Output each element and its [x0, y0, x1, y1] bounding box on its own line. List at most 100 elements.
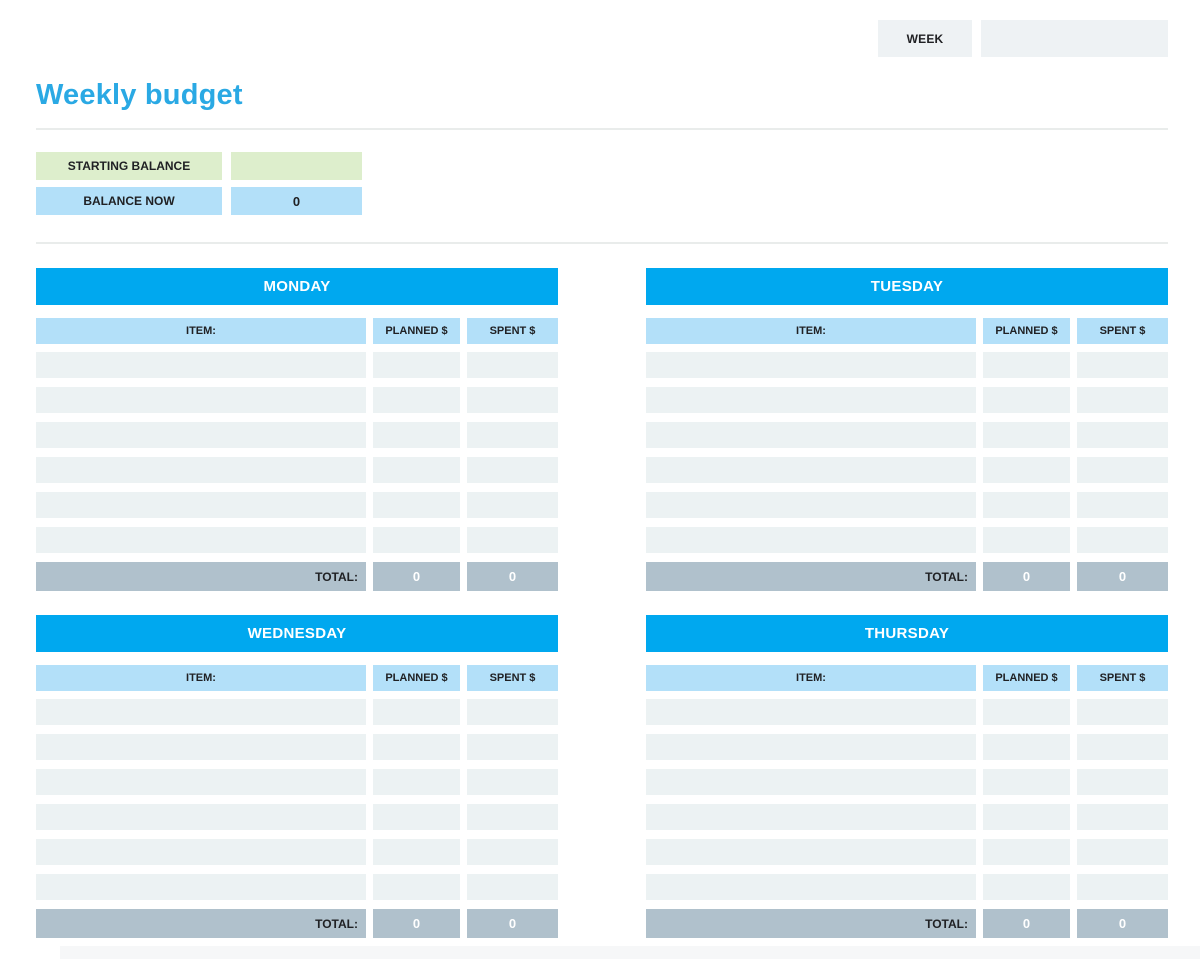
- planned-cell[interactable]: [983, 387, 1070, 413]
- planned-cell[interactable]: [373, 699, 460, 725]
- item-row: [36, 352, 558, 378]
- spent-cell[interactable]: [467, 457, 558, 483]
- item-cell[interactable]: [646, 457, 976, 483]
- item-cell[interactable]: [646, 874, 976, 900]
- planned-cell[interactable]: [373, 422, 460, 448]
- item-cell[interactable]: [36, 839, 366, 865]
- item-row: [36, 769, 558, 795]
- day-header: MONDAY: [36, 268, 558, 305]
- item-cell[interactable]: [646, 527, 976, 553]
- spent-cell[interactable]: [1077, 527, 1168, 553]
- planned-cell[interactable]: [983, 804, 1070, 830]
- item-cell[interactable]: [36, 387, 366, 413]
- item-row: [646, 457, 1168, 483]
- item-cell[interactable]: [646, 734, 976, 760]
- week-value-field[interactable]: [981, 20, 1168, 57]
- item-cell[interactable]: [646, 769, 976, 795]
- item-cell[interactable]: [646, 422, 976, 448]
- planned-cell[interactable]: [373, 387, 460, 413]
- item-rows: [36, 699, 558, 900]
- item-cell[interactable]: [36, 492, 366, 518]
- planned-total-value: 0: [373, 909, 460, 938]
- item-row: [36, 699, 558, 725]
- spent-cell[interactable]: [1077, 387, 1168, 413]
- item-cell[interactable]: [646, 387, 976, 413]
- item-cell[interactable]: [36, 422, 366, 448]
- planned-cell[interactable]: [373, 839, 460, 865]
- planned-cell[interactable]: [983, 839, 1070, 865]
- item-cell[interactable]: [646, 804, 976, 830]
- spent-cell[interactable]: [1077, 874, 1168, 900]
- spent-cell[interactable]: [1077, 769, 1168, 795]
- planned-column-header: PLANNED $: [373, 665, 460, 691]
- item-cell[interactable]: [646, 839, 976, 865]
- planned-cell[interactable]: [983, 769, 1070, 795]
- spent-cell[interactable]: [467, 874, 558, 900]
- planned-cell[interactable]: [373, 492, 460, 518]
- planned-cell[interactable]: [373, 734, 460, 760]
- item-row: [646, 804, 1168, 830]
- planned-cell[interactable]: [373, 804, 460, 830]
- spent-cell[interactable]: [467, 699, 558, 725]
- spent-cell[interactable]: [467, 734, 558, 760]
- item-row: [646, 352, 1168, 378]
- planned-column-header: PLANNED $: [983, 318, 1070, 344]
- spent-cell[interactable]: [467, 422, 558, 448]
- item-cell[interactable]: [36, 352, 366, 378]
- spent-cell[interactable]: [467, 769, 558, 795]
- planned-cell[interactable]: [373, 874, 460, 900]
- spent-cell[interactable]: [467, 387, 558, 413]
- item-column-header: ITEM:: [36, 318, 366, 344]
- spent-cell[interactable]: [1077, 699, 1168, 725]
- item-row: [36, 804, 558, 830]
- spent-total-value: 0: [1077, 909, 1168, 938]
- spent-column-header: SPENT $: [1077, 318, 1168, 344]
- item-cell[interactable]: [36, 769, 366, 795]
- spent-column-header: SPENT $: [467, 318, 558, 344]
- day-table-wednesday: WEDNESDAY ITEM: PLANNED $ SPENT $ TOTAL:…: [36, 615, 558, 938]
- spent-cell[interactable]: [467, 492, 558, 518]
- item-row: [36, 527, 558, 553]
- planned-cell[interactable]: [983, 874, 1070, 900]
- planned-cell[interactable]: [983, 527, 1070, 553]
- day-header: WEDNESDAY: [36, 615, 558, 652]
- day-table-thursday: THURSDAY ITEM: PLANNED $ SPENT $ TOTAL: …: [646, 615, 1168, 938]
- planned-cell[interactable]: [983, 492, 1070, 518]
- item-cell[interactable]: [646, 352, 976, 378]
- item-cell[interactable]: [36, 527, 366, 553]
- planned-cell[interactable]: [983, 422, 1070, 448]
- spent-cell[interactable]: [1077, 457, 1168, 483]
- item-cell[interactable]: [36, 804, 366, 830]
- spent-cell[interactable]: [1077, 352, 1168, 378]
- spent-column-header: SPENT $: [467, 665, 558, 691]
- spent-cell[interactable]: [467, 527, 558, 553]
- planned-cell[interactable]: [983, 734, 1070, 760]
- item-cell[interactable]: [36, 699, 366, 725]
- starting-balance-value-field[interactable]: [231, 152, 362, 180]
- spent-cell[interactable]: [467, 839, 558, 865]
- planned-cell[interactable]: [983, 457, 1070, 483]
- planned-cell[interactable]: [373, 457, 460, 483]
- planned-cell[interactable]: [373, 352, 460, 378]
- item-cell[interactable]: [36, 734, 366, 760]
- spent-cell[interactable]: [467, 804, 558, 830]
- spent-cell[interactable]: [1077, 422, 1168, 448]
- spent-cell[interactable]: [467, 352, 558, 378]
- spent-cell[interactable]: [1077, 492, 1168, 518]
- spent-cell[interactable]: [1077, 839, 1168, 865]
- planned-cell[interactable]: [373, 769, 460, 795]
- item-column-header: ITEM:: [36, 665, 366, 691]
- planned-cell[interactable]: [983, 699, 1070, 725]
- item-cell[interactable]: [646, 699, 976, 725]
- total-label: TOTAL:: [36, 562, 366, 591]
- spent-total-value: 0: [467, 562, 558, 591]
- spent-cell[interactable]: [1077, 804, 1168, 830]
- item-cell[interactable]: [36, 874, 366, 900]
- spent-cell[interactable]: [1077, 734, 1168, 760]
- item-cell[interactable]: [646, 492, 976, 518]
- planned-cell[interactable]: [373, 527, 460, 553]
- item-row: [646, 492, 1168, 518]
- item-row: [646, 422, 1168, 448]
- item-cell[interactable]: [36, 457, 366, 483]
- planned-cell[interactable]: [983, 352, 1070, 378]
